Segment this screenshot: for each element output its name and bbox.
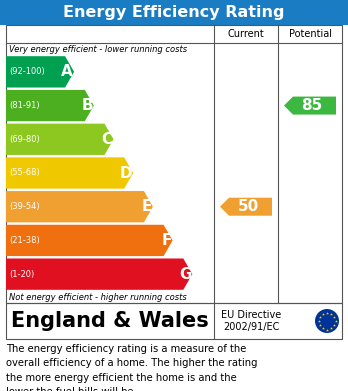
Text: B: B: [81, 98, 93, 113]
Polygon shape: [6, 191, 153, 222]
Text: (69-80): (69-80): [9, 135, 40, 144]
Polygon shape: [6, 56, 74, 88]
Text: The energy efficiency rating is a measure of the
overall efficiency of a home. T: The energy efficiency rating is a measur…: [6, 344, 258, 391]
Bar: [6, 25, 342, 303]
Bar: [0, 0, 348, 25]
Text: Not energy efficient - higher running costs: Not energy efficient - higher running co…: [9, 292, 187, 301]
Bar: [6, 303, 342, 339]
Text: (21-38): (21-38): [9, 236, 40, 245]
Text: G: G: [179, 267, 191, 282]
Polygon shape: [6, 124, 113, 155]
Text: (55-68): (55-68): [9, 169, 40, 178]
Circle shape: [315, 309, 339, 333]
Text: (39-54): (39-54): [9, 202, 40, 211]
Text: (81-91): (81-91): [9, 101, 40, 110]
Text: A: A: [61, 65, 73, 79]
Text: 50: 50: [238, 199, 259, 214]
Text: Current: Current: [228, 29, 264, 39]
Polygon shape: [220, 198, 272, 216]
Text: England & Wales: England & Wales: [11, 311, 209, 331]
Polygon shape: [6, 90, 94, 121]
Polygon shape: [6, 258, 192, 290]
Polygon shape: [6, 225, 173, 256]
Text: C: C: [101, 132, 112, 147]
Polygon shape: [6, 157, 133, 188]
Text: Potential: Potential: [288, 29, 332, 39]
Text: D: D: [120, 165, 132, 181]
Polygon shape: [284, 97, 336, 115]
Text: Energy Efficiency Rating: Energy Efficiency Rating: [63, 5, 285, 20]
Text: (92-100): (92-100): [9, 67, 45, 76]
Text: 85: 85: [302, 98, 323, 113]
Text: F: F: [161, 233, 172, 248]
Text: Very energy efficient - lower running costs: Very energy efficient - lower running co…: [9, 45, 187, 54]
Text: (1-20): (1-20): [9, 270, 34, 279]
Text: E: E: [142, 199, 152, 214]
Text: EU Directive
2002/91/EC: EU Directive 2002/91/EC: [221, 310, 281, 332]
